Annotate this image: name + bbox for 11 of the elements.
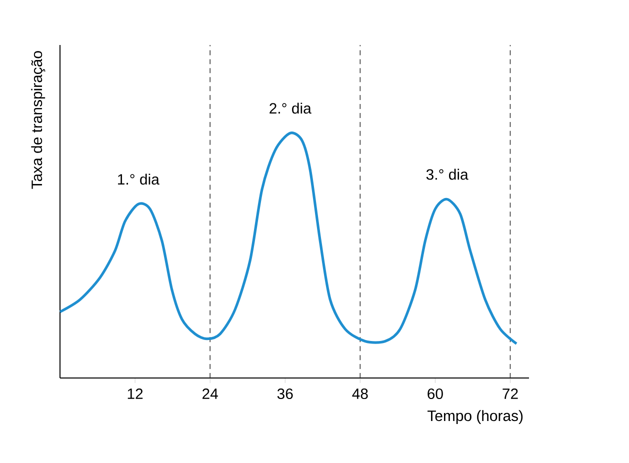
x-tick-label: 12 bbox=[128, 388, 143, 399]
x-tick-label: 24 bbox=[202, 388, 218, 399]
x-tick-label: 36 bbox=[277, 388, 293, 400]
x-tick-label: 72 bbox=[502, 388, 518, 399]
annotation: 1.° dia bbox=[118, 174, 160, 185]
x-tick-label: 60 bbox=[428, 388, 443, 400]
annotation: 3.° dia bbox=[426, 168, 468, 180]
x-tick-label: 48 bbox=[352, 388, 368, 400]
y-axis-title: Taxa de transpiração bbox=[31, 51, 46, 189]
x-axis-title: Tempo (horas) bbox=[428, 410, 523, 424]
annotation: 2.° dia bbox=[270, 102, 312, 114]
